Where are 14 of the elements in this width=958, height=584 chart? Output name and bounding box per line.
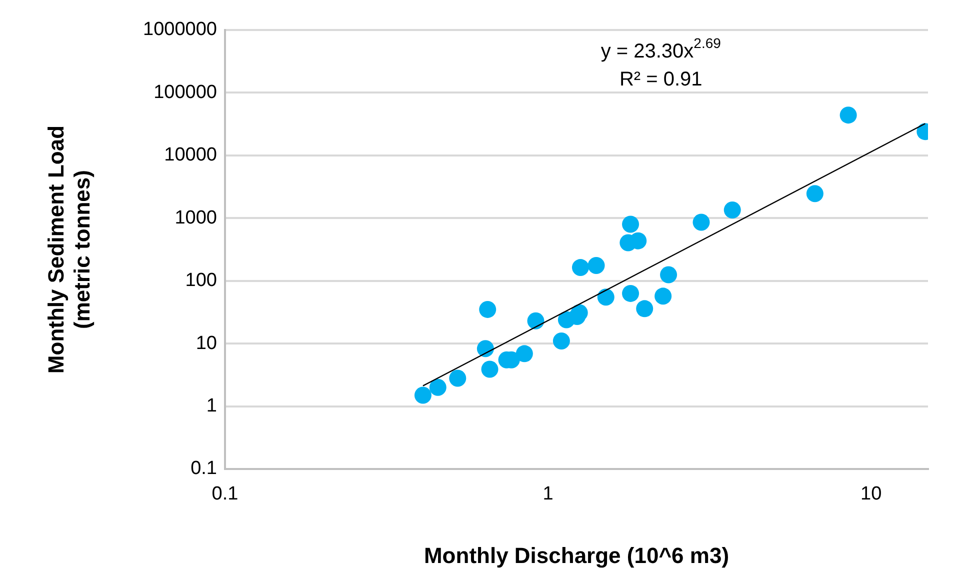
y-tick-label: 100000 — [154, 82, 217, 103]
y-axis-title: Monthly Sediment Load (metric tonnes) — [43, 125, 95, 374]
y-tick-label: 10 — [196, 332, 217, 354]
x-axis-title: Monthly Discharge (10^6 m3) — [424, 542, 730, 568]
annotation: R² = 0.91 — [619, 68, 702, 91]
y-tick-label: 10000 — [164, 144, 217, 166]
x-tick-label: 1 — [542, 484, 554, 505]
y-tick-label: 1000 — [174, 207, 217, 228]
y-tick-label: 1000000 — [143, 19, 217, 40]
y-tick-label: 0.1 — [190, 458, 217, 480]
y-tick-label: 100 — [185, 270, 217, 292]
x-tick-label: 0.1 — [212, 484, 238, 505]
x-tick-label: 10 — [860, 484, 882, 505]
y-tick-label: 1 — [206, 396, 217, 417]
